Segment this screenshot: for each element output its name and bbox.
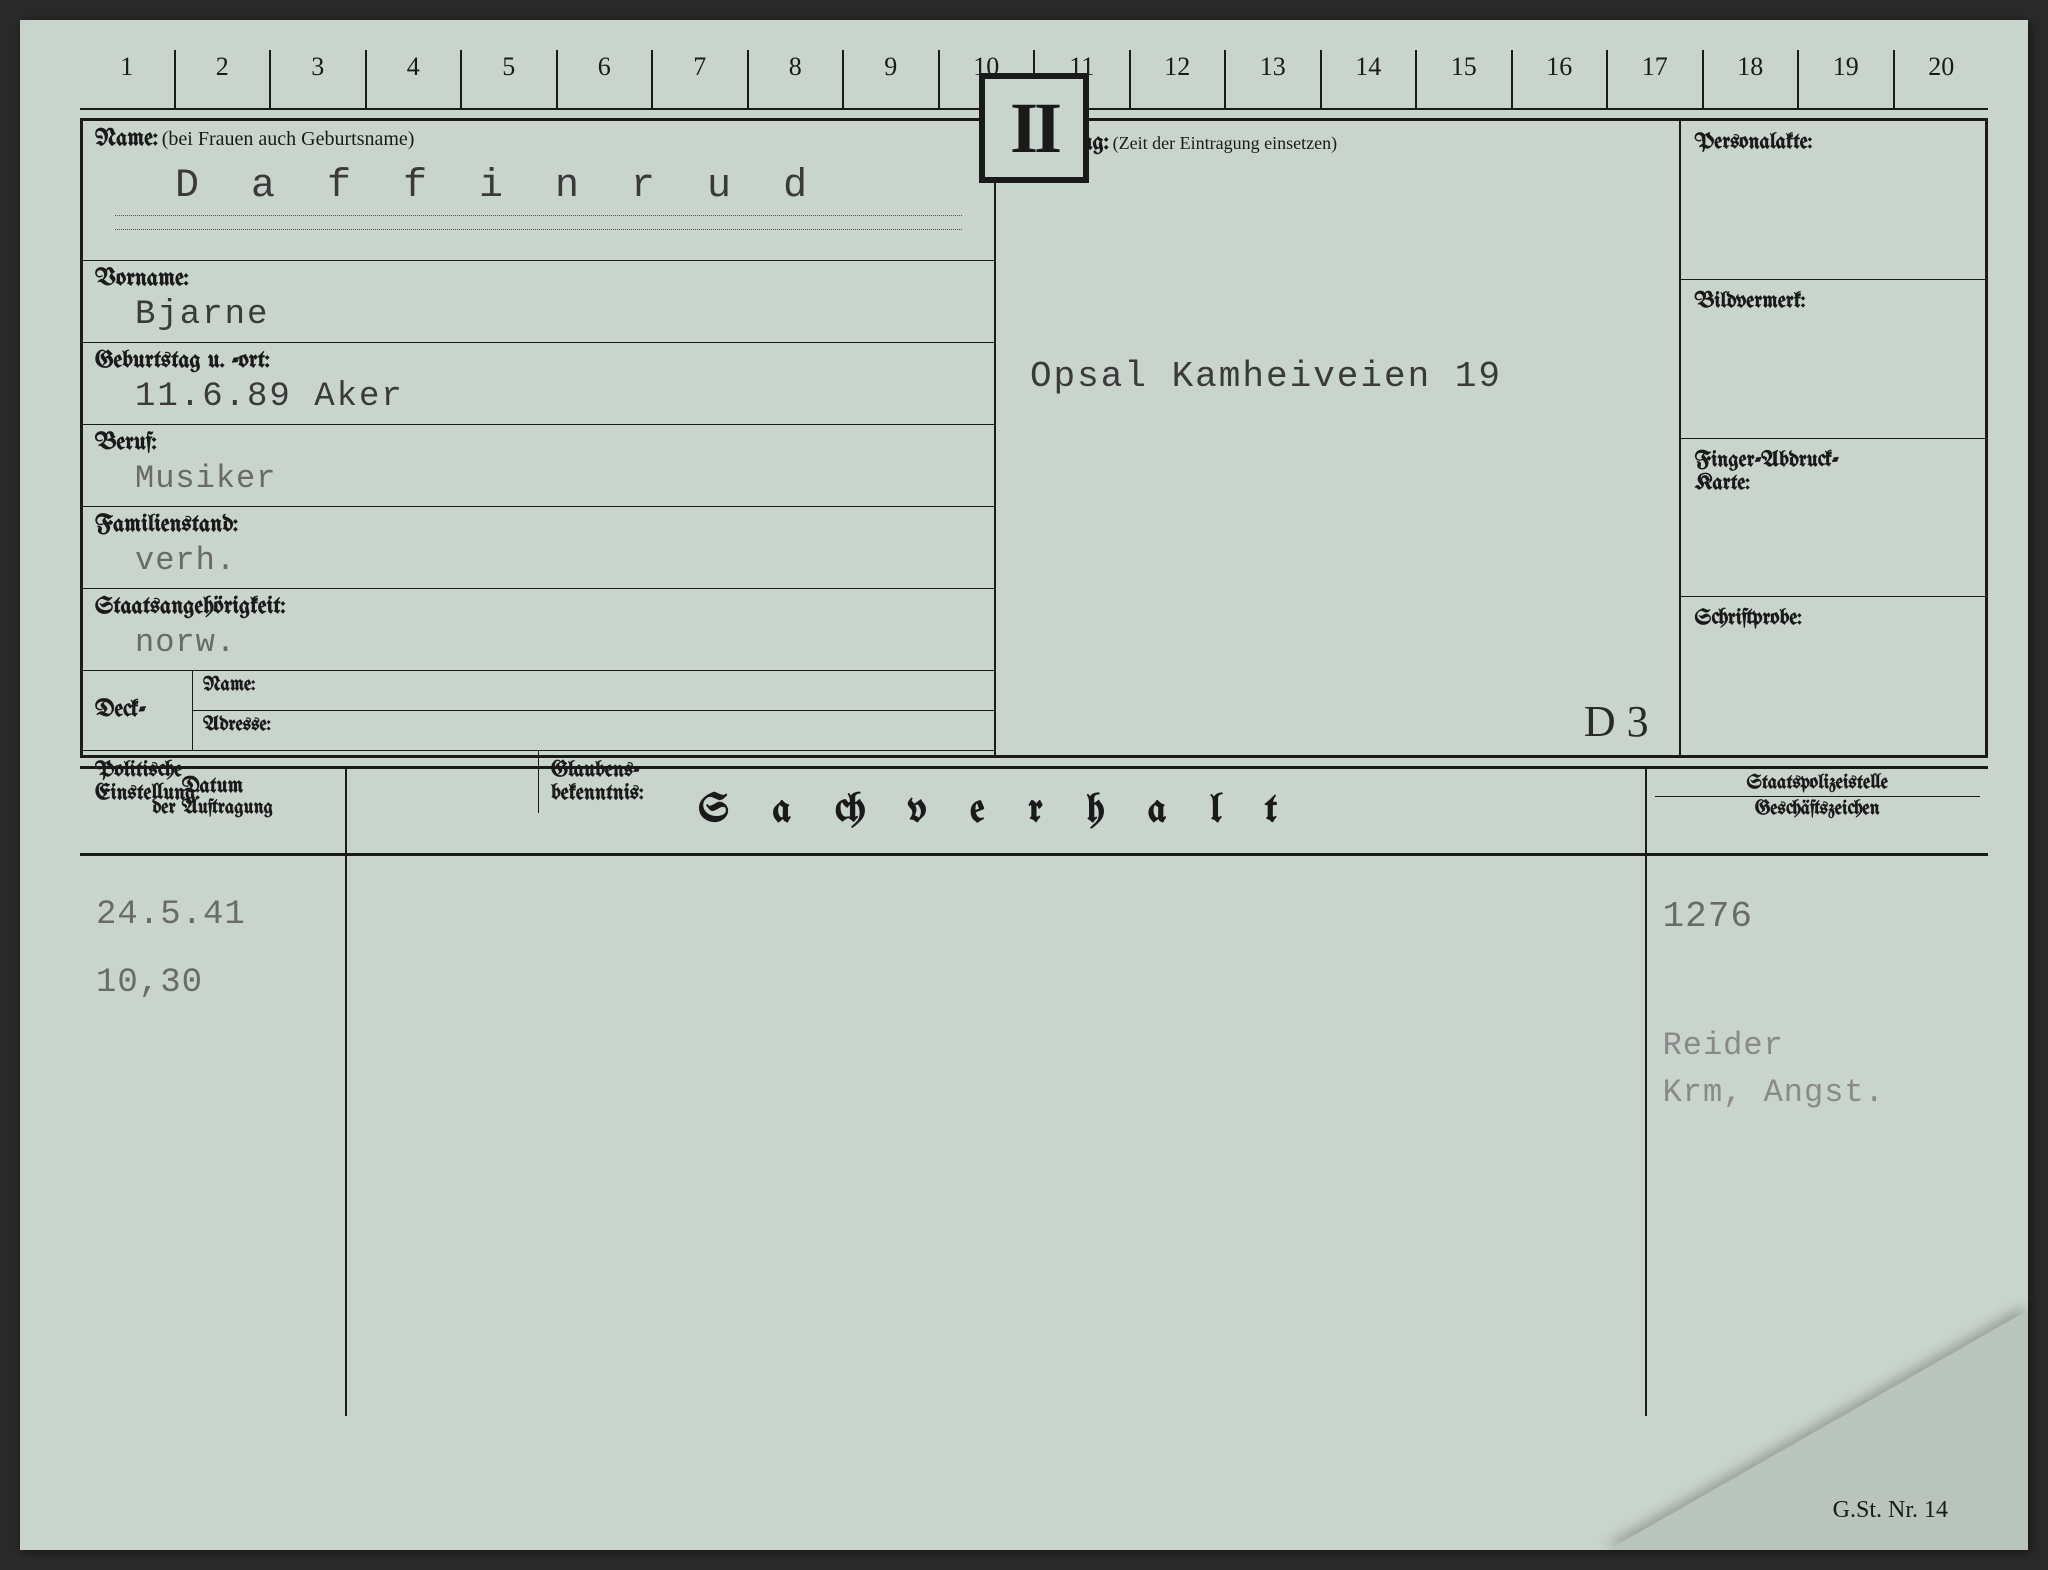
vorname-label: Vorname: <box>95 267 982 292</box>
ruler-tick: 15 <box>1415 50 1511 108</box>
deck-name-label: Name: <box>203 675 255 696</box>
politik-label-1: Politische <box>95 759 526 782</box>
category-box: II <box>979 73 1089 183</box>
politik-label-2: Einstellung: <box>95 782 526 805</box>
geburt-label: Geburtstag u. -ort: <box>95 349 982 374</box>
ruler-tick: 20 <box>1893 50 1989 108</box>
ruler-tick: 2 <box>174 50 270 108</box>
ruler-tick: 16 <box>1511 50 1607 108</box>
name-cell: Name: (bei Frauen auch Geburtsname) D a … <box>83 121 994 261</box>
officer-1: Reider <box>1663 1027 1972 1064</box>
vorname-cell: Vorname: Bjarne <box>83 261 994 343</box>
beruf-cell: Beruf: Musiker <box>83 425 994 507</box>
staats-value: norw. <box>95 624 982 661</box>
schrift-cell: Schriftprobe: <box>1681 597 1985 755</box>
ruler-tick: 9 <box>842 50 938 108</box>
deck-cell: Deck- Name: Adresse: <box>83 671 994 751</box>
finger-cell: Finger-Abdruck- Karte: <box>1681 439 1985 598</box>
right-column: Personalakte: Bildvermerk: Finger-Abdruc… <box>1681 121 1985 755</box>
beruf-value: Musiker <box>95 460 982 497</box>
ruler-tick: 8 <box>747 50 843 108</box>
ruler-tick: 13 <box>1224 50 1320 108</box>
beruf-label: Beruf: <box>95 431 982 456</box>
bildvermerk-label: Bildvermerk: <box>1695 290 1971 313</box>
entry-time: 10,30 <box>96 964 329 1002</box>
geschaeft-label: Geschäftszeichen <box>1655 799 1980 820</box>
ruler-tick: 1 <box>80 50 174 108</box>
main-frame: II Name: (bei Frauen auch Geburtsname) D… <box>80 118 1988 758</box>
d3-annotation: D 3 <box>1584 696 1649 747</box>
bottom-row: Politische Einstellung: Glaubens- bekenn… <box>83 751 994 813</box>
vorname-value: Bjarne <box>95 296 982 334</box>
ruler-tick: 3 <box>269 50 365 108</box>
wohnung-value: Opsal Kamheiveien 19 <box>1010 356 1665 397</box>
sachverhalt-content <box>347 856 1644 1416</box>
personalakte-label: Personalakte: <box>1695 131 1971 154</box>
index-card: 1 2 3 4 5 6 7 8 9 10 11 12 13 14 15 16 1… <box>20 20 2028 1550</box>
bildvermerk-cell: Bildvermerk: <box>1681 280 1985 439</box>
glauben-label-1: Glaubens- <box>551 759 982 782</box>
wohnung-cell: Wohnung: (Zeit der Eintragung einsetzen)… <box>996 121 1679 755</box>
staatspolizei-header: Staatspolizeistelle Geschäftszeichen <box>1645 769 1988 856</box>
finger-label-1: Finger-Abdruck- <box>1695 449 1971 472</box>
surname-value: D a f f i n r u d <box>115 164 962 216</box>
ruler-tick: 17 <box>1606 50 1702 108</box>
name-hint: (bei Frauen auch Geburtsname) <box>162 128 415 150</box>
dotted-line <box>115 224 962 230</box>
familien-value: verh. <box>95 542 982 579</box>
glauben-cell: Glaubens- bekenntnis: <box>539 751 994 813</box>
officer-2: Krm, Angst. <box>1663 1074 1972 1111</box>
schrift-label: Schriftprobe: <box>1695 607 1971 630</box>
case-number: 1276 <box>1663 896 1972 937</box>
ruler-tick: 18 <box>1702 50 1798 108</box>
roman-numeral: II <box>1010 87 1058 170</box>
familien-cell: Familienstand: verh. <box>83 507 994 589</box>
geburt-value: 11.6.89 Aker <box>95 378 982 416</box>
finger-label-2: Karte: <box>1695 472 1971 495</box>
mid-column: Wohnung: (Zeit der Eintragung einsetzen)… <box>996 121 1681 755</box>
personalakte-cell: Personalakte: <box>1681 121 1985 280</box>
wohnung-hint: (Zeit der Eintragung einsetzen) <box>1113 133 1337 153</box>
deck-adresse-label: Adresse: <box>203 715 271 736</box>
geburt-cell: Geburtstag u. -ort: 11.6.89 Aker <box>83 343 994 425</box>
staatspolizei-label: Staatspolizeistelle <box>1655 773 1980 794</box>
ruler-tick: 12 <box>1129 50 1225 108</box>
ruler-tick: 4 <box>365 50 461 108</box>
ruler-tick: 14 <box>1320 50 1416 108</box>
datum-column: 24.5.41 10,30 <box>80 856 347 1416</box>
left-column: Name: (bei Frauen auch Geburtsname) D a … <box>83 121 996 755</box>
ruler-tick: 6 <box>556 50 652 108</box>
staats-cell: Staatsangehörigkeit: norw. <box>83 589 994 671</box>
familien-label: Familienstand: <box>95 513 982 538</box>
deck-label: Deck- <box>95 698 146 723</box>
ruler-tick: 19 <box>1797 50 1893 108</box>
politik-cell: Politische Einstellung: <box>83 751 539 813</box>
staats-label: Staatsangehörigkeit: <box>95 595 982 620</box>
ruler-tick: 7 <box>651 50 747 108</box>
entry-date: 24.5.41 <box>96 896 329 934</box>
ruler-tick: 5 <box>460 50 556 108</box>
folded-corner <box>1608 1310 2028 1550</box>
form-number: G.St. Nr. 14 <box>1833 1497 1948 1524</box>
name-label: Name: <box>95 127 158 152</box>
glauben-label-2: bekenntnis: <box>551 782 982 805</box>
